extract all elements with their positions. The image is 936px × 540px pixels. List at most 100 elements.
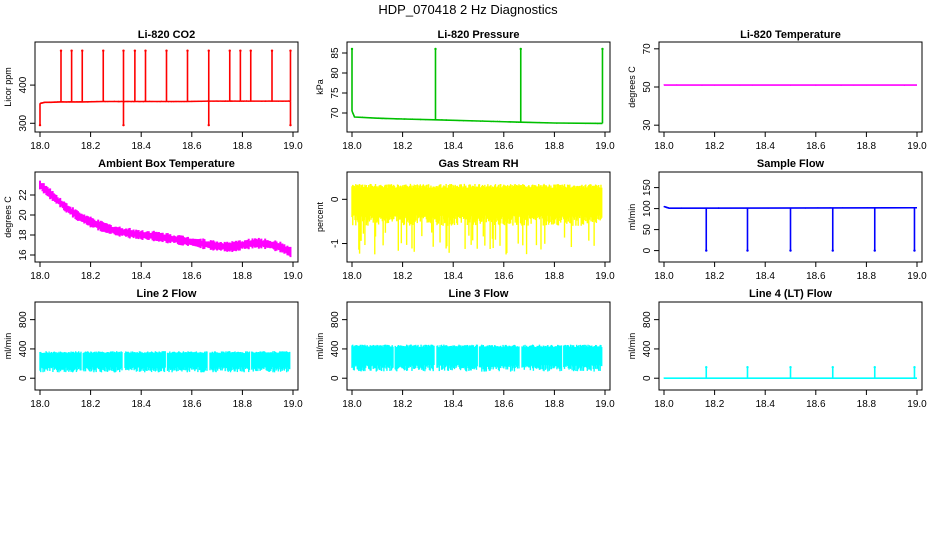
data-layer xyxy=(38,49,292,127)
spike-marker xyxy=(59,49,63,52)
y-axis-label: Licor ppm xyxy=(3,67,13,107)
plot-frame xyxy=(658,171,923,263)
x-tick-label: 18.4 xyxy=(755,271,775,282)
plot-frame xyxy=(346,171,611,263)
x-tick-label: 18.0 xyxy=(654,271,674,282)
plot-frame xyxy=(658,301,923,391)
panel-title: Line 2 Flow xyxy=(137,288,197,300)
spike-marker xyxy=(705,366,708,369)
y-axis-label: ml/min xyxy=(627,204,637,231)
x-tick-label: 19.0 xyxy=(595,399,615,410)
y-axis-label: percent xyxy=(315,201,325,232)
x-tick-label: 18.0 xyxy=(342,399,362,410)
spike-marker xyxy=(249,49,252,52)
x-tick-label: 18.0 xyxy=(30,271,50,282)
spike-marker xyxy=(165,49,168,52)
x-tick-label: 19.0 xyxy=(283,141,303,152)
y-axis-label: ml/min xyxy=(315,333,325,360)
x-tick-label: 18.4 xyxy=(443,271,463,282)
panel-4: Gas Stream RH percent 18.0 18.2 18.4 18.6 18.8… xyxy=(315,158,615,282)
y-axis-label: kPa xyxy=(315,79,325,95)
x-tick-label: 18.6 xyxy=(182,141,202,152)
panel-title: Line 3 Flow xyxy=(449,288,509,300)
y-tick-label: 800 xyxy=(330,311,341,328)
spike-marker xyxy=(873,249,876,252)
spike-marker xyxy=(789,249,792,252)
y-tick-label: 16 xyxy=(18,249,29,261)
spike-marker xyxy=(913,249,916,252)
y-tick-label: 0 xyxy=(642,375,653,381)
y-tick-label: 75 xyxy=(330,87,341,99)
y-tick-label: 18 xyxy=(18,229,29,241)
x-tick-label: 18.2 xyxy=(393,399,413,410)
y-tick-label: 80 xyxy=(330,67,341,79)
x-tick-label: 19.0 xyxy=(907,141,927,152)
spike-marker xyxy=(70,49,73,52)
data-layer xyxy=(663,205,918,252)
y-tick-label: 70 xyxy=(330,107,341,119)
spike-marker xyxy=(789,366,792,369)
y-tick-label: 150 xyxy=(642,179,653,196)
spike-marker xyxy=(746,249,749,252)
y-tick-label: 400 xyxy=(642,340,653,357)
x-tick-label: 18.6 xyxy=(182,399,202,410)
series-line xyxy=(663,205,918,209)
data-layer xyxy=(350,47,604,125)
spike-marker xyxy=(913,366,916,369)
x-tick-label: 18.2 xyxy=(81,399,101,410)
x-tick-label: 18.6 xyxy=(806,399,826,410)
y-tick-label: 70 xyxy=(642,43,653,55)
panel-0: Li-820 CO2 Licor ppm 18.0 18.2 18.4 18.6 18.8 1… xyxy=(3,29,303,152)
x-tick-label: 18.8 xyxy=(857,399,877,410)
x-tick-label: 18.2 xyxy=(81,271,101,282)
plot-frame xyxy=(34,171,299,263)
y-axis-label: ml/min xyxy=(3,333,13,360)
y-tick-label: 22 xyxy=(18,189,29,201)
x-tick-label: 18.4 xyxy=(755,141,775,152)
plot-frame xyxy=(658,41,923,133)
x-tick-label: 18.4 xyxy=(131,399,151,410)
x-tick-label: 19.0 xyxy=(595,141,615,152)
spike-marker xyxy=(831,249,834,252)
y-tick-label: 0 xyxy=(18,375,29,381)
panel-title: Ambient Box Temperature xyxy=(98,158,235,170)
panel-7: Line 3 Flow ml/min 18.0 18.2 18.4 18.6 18.8 19.… xyxy=(315,288,615,410)
y-axis-label: degrees C xyxy=(627,66,637,108)
x-tick-label: 18.4 xyxy=(131,141,151,152)
spike-marker xyxy=(519,47,522,51)
x-tick-label: 18.0 xyxy=(654,399,674,410)
spike-marker xyxy=(746,366,749,369)
y-axis-label: degrees C xyxy=(3,196,13,238)
spike-marker xyxy=(207,123,210,127)
spike-marker xyxy=(81,49,84,52)
x-tick-label: 19.0 xyxy=(907,399,927,410)
spike-marker xyxy=(350,47,354,51)
y-tick-label: 800 xyxy=(18,311,29,328)
x-tick-label: 18.0 xyxy=(654,141,674,152)
plot-frame xyxy=(34,301,299,391)
x-tick-label: 19.0 xyxy=(283,399,303,410)
spike-marker xyxy=(239,49,242,52)
panel-2: Li-820 Temperature degrees C 18.0 18.2 18.4 1… xyxy=(627,29,927,152)
y-tick-label: -1 xyxy=(330,239,341,248)
x-tick-label: 18.4 xyxy=(443,399,463,410)
y-tick-label: 0 xyxy=(642,247,653,253)
y-tick-label: 300 xyxy=(18,114,29,131)
x-tick-label: 18.6 xyxy=(494,271,514,282)
panel-title: Line 4 (LT) Flow xyxy=(749,288,832,300)
x-tick-label: 18.0 xyxy=(30,399,50,410)
spike-marker xyxy=(228,49,231,52)
panel-5: Sample Flow ml/min 18.0 18.2 18.4 18.6 18.8 19.… xyxy=(627,158,927,282)
y-tick-label: 85 xyxy=(330,47,341,59)
spike-marker xyxy=(38,123,42,127)
panel-title: Li-820 Pressure xyxy=(438,29,520,41)
x-tick-label: 18.0 xyxy=(342,271,362,282)
x-tick-label: 18.8 xyxy=(233,399,253,410)
y-tick-label: 100 xyxy=(642,200,653,217)
spike-marker xyxy=(289,123,292,127)
x-tick-label: 18.4 xyxy=(443,141,463,152)
plot-frame xyxy=(346,41,611,133)
spike-marker xyxy=(289,49,292,52)
spike-marker xyxy=(705,249,708,252)
